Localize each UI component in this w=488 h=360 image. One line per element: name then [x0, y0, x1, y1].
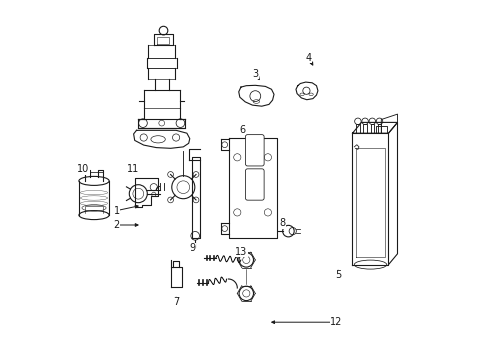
FancyBboxPatch shape	[245, 169, 264, 200]
Text: 1: 1	[113, 206, 120, 216]
Text: 4: 4	[305, 53, 311, 63]
Text: 2: 2	[113, 220, 120, 230]
Text: 12: 12	[329, 317, 342, 327]
Text: 5: 5	[334, 270, 341, 280]
FancyBboxPatch shape	[245, 135, 264, 166]
Text: 9: 9	[189, 243, 195, 253]
Text: 7: 7	[173, 297, 179, 307]
Text: 6: 6	[239, 125, 245, 135]
Text: 10: 10	[77, 164, 89, 174]
Text: 8: 8	[279, 218, 285, 228]
Text: 13: 13	[234, 247, 246, 257]
Text: 3: 3	[252, 69, 258, 79]
Text: 11: 11	[126, 164, 139, 174]
